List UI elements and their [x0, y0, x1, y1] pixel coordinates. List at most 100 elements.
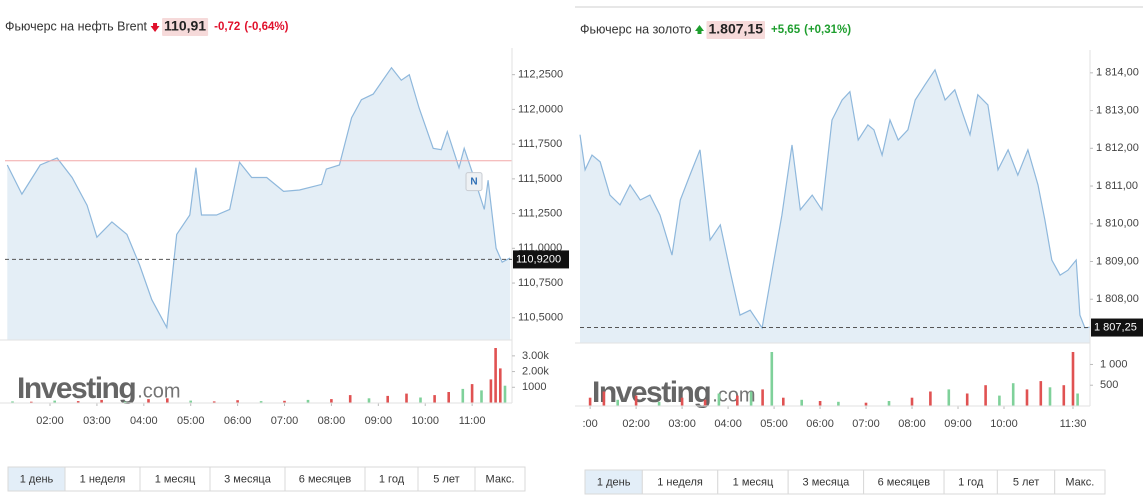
range-button-label[interactable]: Макс.	[1065, 476, 1094, 488]
range-button-bg[interactable]	[364, 466, 419, 492]
range-button[interactable]: 1 месяц	[139, 466, 211, 492]
area-fill	[580, 69, 1090, 344]
range-button-bg[interactable]	[863, 469, 945, 495]
volume-bar	[800, 399, 803, 406]
volume-bar	[367, 398, 371, 403]
last-value-box	[1091, 318, 1143, 337]
range-button-label[interactable]: 1 день	[20, 473, 54, 485]
range-button[interactable]: 6 месяцев	[863, 469, 945, 495]
volume-bar	[30, 401, 33, 403]
volume-bar	[1076, 393, 1079, 406]
volume-bar	[749, 391, 753, 406]
range-button-bg[interactable]	[474, 466, 526, 492]
range-button-bg[interactable]	[64, 466, 141, 492]
volume-bar	[283, 400, 286, 403]
price-line	[6, 66, 511, 330]
range-button-label[interactable]: 1 год	[958, 476, 984, 488]
range-button[interactable]: 1 год	[364, 466, 419, 492]
y-tick-label: 1 810,00	[1096, 218, 1139, 230]
last-price: 1.807,15	[709, 21, 764, 37]
y-tick-label: 1 809,00	[1096, 255, 1139, 267]
x-tick-label: 08:00	[318, 415, 346, 427]
range-button-bg[interactable]	[584, 469, 643, 495]
y-tick-label: 110,7500	[518, 277, 563, 289]
y-tick-label: 110,5000	[518, 312, 563, 324]
x-tick-label: 02:00	[36, 415, 64, 427]
range-button-bg[interactable]	[7, 466, 66, 492]
price-change: +5,65	[771, 24, 801, 36]
range-button-label[interactable]: 1 год	[379, 473, 405, 485]
y-tick-label: 1 808,00	[1096, 293, 1139, 305]
volume-bar	[53, 400, 56, 403]
range-button[interactable]: 1 год	[943, 469, 998, 495]
x-tick-label: 08:00	[898, 418, 926, 430]
range-button-label[interactable]: Макс.	[486, 473, 515, 485]
range-button[interactable]: 6 месяцев	[284, 466, 366, 492]
range-button[interactable]: 1 день	[584, 469, 643, 495]
range-button[interactable]: 3 месяца	[787, 469, 865, 495]
volume-bar	[657, 401, 661, 406]
range-button-label[interactable]: 1 день	[597, 476, 631, 488]
range-button-label[interactable]: 6 месяцев	[299, 473, 352, 485]
range-button-label[interactable]: 1 месяц	[733, 476, 774, 488]
x-tick-label: 05:00	[760, 418, 788, 430]
range-button-bg[interactable]	[284, 466, 366, 492]
price-box	[706, 21, 765, 39]
x-tick-label: 11:00	[459, 415, 486, 427]
price-line	[579, 68, 1091, 330]
volume-bar	[703, 399, 707, 406]
volume-bar	[470, 384, 474, 403]
range-button-bg[interactable]	[641, 469, 719, 495]
range-button[interactable]: 5 лет	[996, 469, 1056, 495]
range-button[interactable]: 5 лет	[417, 466, 476, 492]
range-button-label[interactable]: 1 неделя	[80, 473, 126, 485]
volume-bar	[680, 397, 684, 406]
last-value-label: 110,9200	[516, 253, 561, 265]
range-button-bg[interactable]	[417, 466, 476, 492]
watermark-suffix: .com	[712, 384, 755, 406]
range-button-label[interactable]: 1 неделя	[657, 476, 703, 488]
volume-bar	[782, 397, 785, 406]
range-button-label[interactable]: 6 месяцев	[878, 476, 931, 488]
range-button[interactable]: 1 неделя	[641, 469, 719, 495]
range-button-label[interactable]: 3 месяца	[803, 476, 851, 488]
volume-bar	[984, 385, 987, 406]
range-button[interactable]: 1 день	[7, 466, 66, 492]
volume-bar	[147, 399, 150, 403]
range-button[interactable]: 1 неделя	[64, 466, 141, 492]
volume-bar	[386, 395, 389, 403]
volume-bar	[11, 401, 14, 403]
range-button-label[interactable]: 3 месяца	[224, 473, 272, 485]
volume-bar	[998, 395, 1001, 406]
volume-bar	[489, 379, 493, 403]
y-tick-label: 1 812,00	[1096, 142, 1139, 154]
price-change: -0,72	[214, 21, 240, 33]
y-tick-label: 112,0000	[518, 103, 563, 115]
x-tick-label: 06:00	[806, 418, 834, 430]
range-button[interactable]: Макс.	[1054, 469, 1106, 495]
range-button-bg[interactable]	[787, 469, 865, 495]
range-button-bg[interactable]	[139, 466, 211, 492]
x-tick-label: 02:00	[622, 418, 650, 430]
volume-bar	[588, 397, 592, 406]
range-button-label[interactable]: 5 лет	[1013, 476, 1039, 488]
x-tick-label: 11:30	[1060, 418, 1087, 430]
range-button-bg[interactable]	[943, 469, 998, 495]
volume-bar	[965, 393, 969, 406]
price-change-pct: (-0,64%)	[244, 21, 288, 33]
volume-bar	[864, 402, 868, 406]
volume-tick-label: 3.00k	[522, 350, 549, 362]
volume-bar	[770, 352, 774, 406]
range-button[interactable]: 1 месяц	[717, 469, 789, 495]
volume-bar	[480, 390, 483, 403]
y-tick-label: 111,5000	[518, 173, 562, 185]
range-button-bg[interactable]	[1054, 469, 1106, 495]
volume-bar	[348, 395, 352, 403]
range-button-label[interactable]: 1 месяц	[155, 473, 196, 485]
price-box	[162, 18, 209, 36]
range-button-label[interactable]: 5 лет	[433, 473, 459, 485]
range-button[interactable]: 3 месяца	[209, 466, 286, 492]
range-button[interactable]: Макс.	[474, 466, 526, 492]
volume-bar	[1071, 352, 1075, 406]
